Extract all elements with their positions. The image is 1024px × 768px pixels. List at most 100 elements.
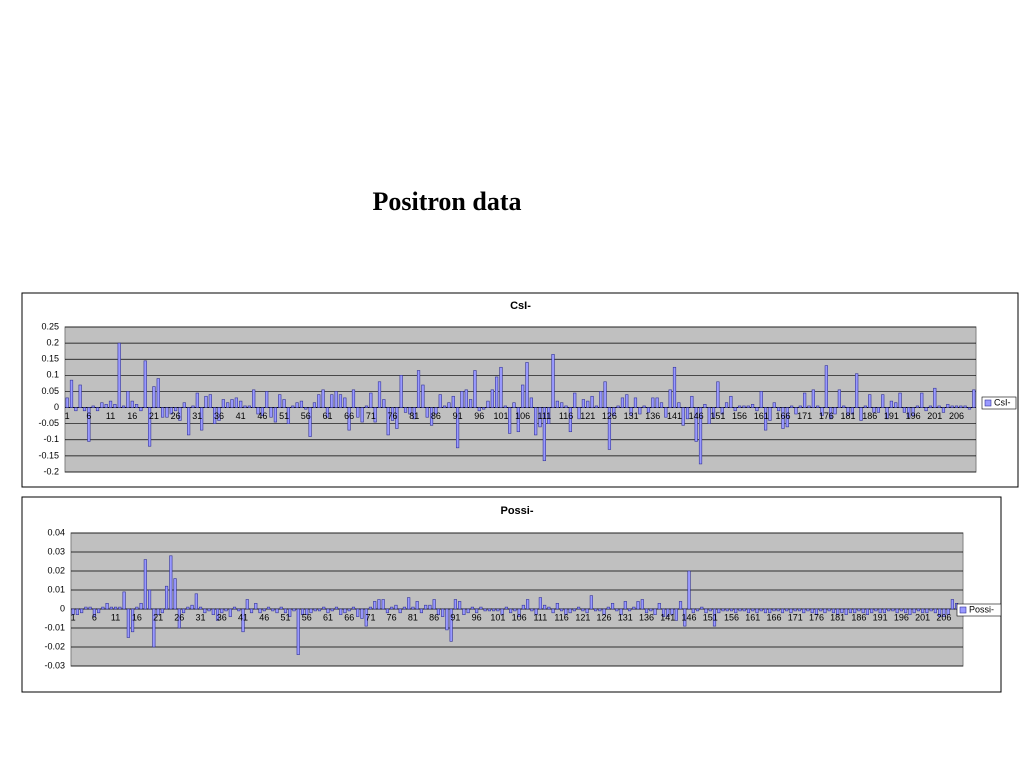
x-tick-label: 116 [559, 411, 573, 421]
bar [208, 394, 212, 408]
plot-area [70, 532, 964, 667]
bar [694, 407, 698, 442]
bar [239, 400, 243, 408]
bar [447, 402, 451, 408]
bar [118, 606, 122, 610]
bar [334, 391, 338, 408]
x-tick-label: 36 [214, 411, 224, 421]
bar [937, 405, 941, 408]
bar [855, 373, 859, 408]
bar [108, 400, 113, 408]
bar [78, 384, 82, 408]
x-tick-label: 201 [927, 411, 942, 421]
bar [963, 405, 967, 408]
bar [868, 394, 872, 408]
bar [286, 407, 291, 424]
x-tick-label: 121 [575, 612, 590, 622]
y-tick-label: 0 [60, 603, 65, 613]
bar [899, 608, 903, 612]
bar [659, 402, 664, 408]
bar [827, 608, 831, 612]
bar [479, 606, 483, 610]
x-tick-label: 91 [450, 612, 460, 622]
x-tick-label: 121 [580, 411, 595, 421]
bar [436, 608, 440, 615]
bar [169, 555, 173, 610]
x-tick-label: 11 [106, 411, 115, 421]
bar [831, 608, 836, 614]
bar [92, 608, 96, 617]
bar [642, 405, 646, 408]
bar [842, 405, 846, 408]
bar [200, 407, 204, 431]
bar [114, 606, 118, 610]
bar [228, 608, 232, 617]
bar [309, 608, 313, 614]
x-tick-label: 101 [490, 612, 505, 622]
bar [820, 407, 824, 416]
bar [266, 606, 271, 610]
x-tick-label: 146 [689, 411, 704, 421]
y-tick-label: 0.1 [46, 370, 59, 380]
bar [139, 407, 143, 412]
bar [84, 606, 88, 610]
x-tick-label: 51 [279, 411, 289, 421]
bar [80, 608, 84, 614]
bar [534, 407, 538, 436]
y-tick-label: 0.15 [41, 354, 59, 364]
bar [837, 389, 841, 408]
bar [304, 407, 308, 410]
bar [385, 608, 390, 614]
bar [377, 599, 381, 610]
bar [91, 405, 95, 408]
bar [260, 407, 264, 416]
bar [891, 608, 895, 612]
x-tick-label: 81 [408, 612, 418, 622]
bar [135, 606, 139, 610]
bar [425, 407, 429, 418]
bar [746, 405, 750, 408]
bar [211, 608, 215, 615]
x-tick-label: 1 [71, 612, 76, 622]
bar [434, 407, 438, 415]
x-tick-label: 41 [238, 612, 248, 622]
bar [438, 394, 442, 408]
bar [721, 608, 725, 612]
bar [695, 608, 700, 612]
bar [764, 407, 768, 431]
bar [317, 608, 322, 612]
x-tick-label: 61 [322, 411, 332, 421]
bar [279, 606, 283, 610]
bar [755, 407, 759, 412]
bar [75, 608, 79, 615]
bar [241, 608, 245, 633]
bar [895, 608, 899, 614]
bar [612, 407, 616, 416]
bar [720, 407, 724, 415]
bar [724, 402, 729, 408]
bar [495, 376, 499, 408]
bar [143, 360, 147, 408]
bar [555, 400, 559, 408]
bar [258, 608, 262, 614]
bar [273, 407, 277, 423]
bar [490, 389, 494, 408]
bar [101, 606, 105, 610]
bar [853, 608, 857, 614]
bar [291, 405, 295, 408]
bar [525, 362, 529, 408]
legend-label: CsI- [994, 397, 1011, 407]
bar [768, 407, 772, 421]
bar [408, 407, 412, 415]
bar [572, 608, 576, 612]
x-tick-label: 11 [111, 612, 120, 622]
legend-box [956, 603, 1002, 617]
bar [755, 608, 759, 614]
bar [356, 407, 360, 418]
bar [509, 608, 513, 614]
bar [751, 608, 755, 612]
bar [677, 402, 681, 408]
bar [256, 407, 260, 415]
bar [876, 407, 880, 413]
bar [156, 378, 160, 408]
